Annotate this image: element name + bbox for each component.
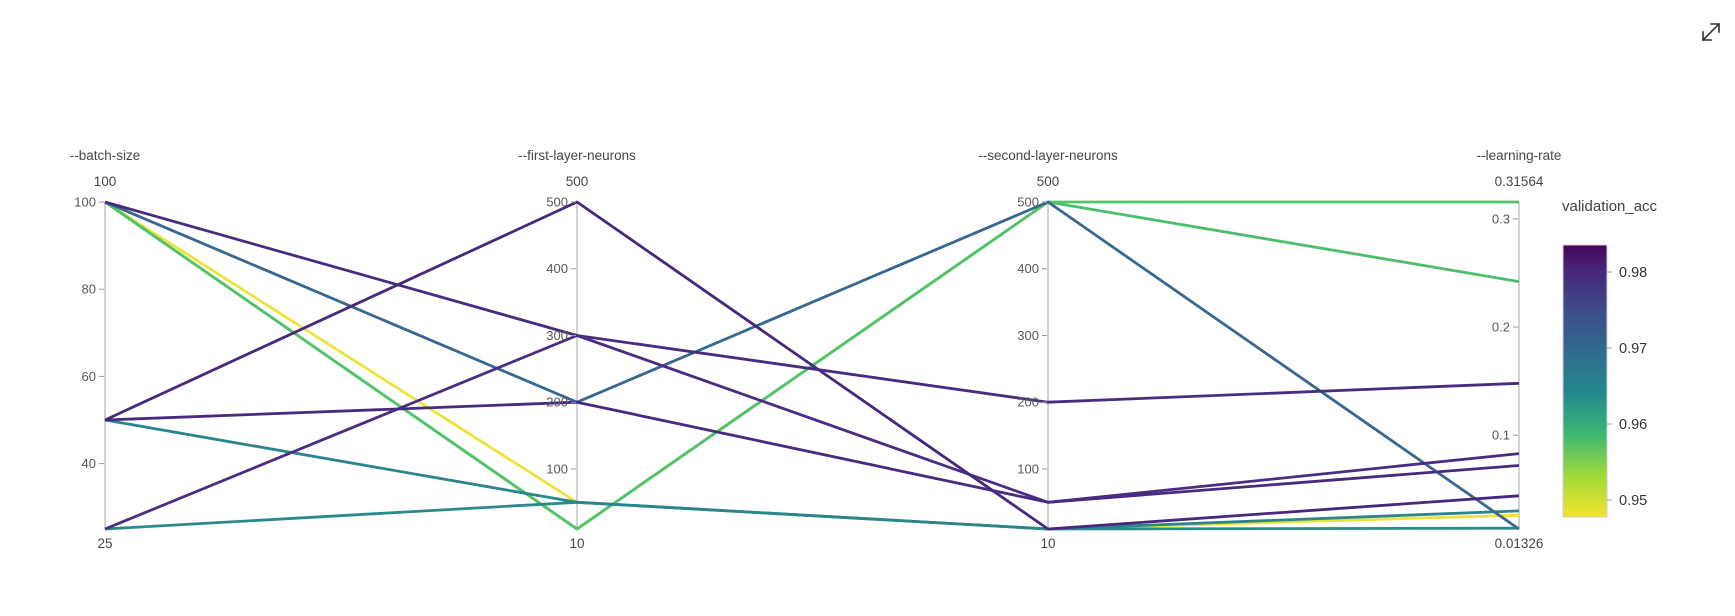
axis-tick-label: 500 xyxy=(546,195,568,210)
axis-tick-label: 0.1 xyxy=(1492,428,1510,443)
axis-range-min-label: 10 xyxy=(569,536,584,551)
parcoords-line[interactable] xyxy=(104,200,1520,531)
axis-tick-label: 300 xyxy=(1017,328,1039,343)
axis-tick-label: 400 xyxy=(1017,261,1039,276)
axis-tick-label: 100 xyxy=(74,195,96,210)
axis-title: --second-layer-neurons xyxy=(978,148,1118,163)
axis-tick-label: 80 xyxy=(82,282,96,297)
axis-range-max-label: 0.31564 xyxy=(1495,174,1544,189)
axis-tick-label: 0.2 xyxy=(1492,320,1510,335)
colorbar-tick-label: 0.97 xyxy=(1619,341,1647,357)
colorbar: validation_acc 0.98 0.97 0.96 0.95 xyxy=(1562,198,1658,518)
axis-tick-label: 200 xyxy=(1017,395,1039,410)
axis-tick-label: 500 xyxy=(1017,195,1039,210)
axis-range-min-label: 25 xyxy=(97,536,112,551)
axis-labels-learning-rate: --learning-rate 0.31564 0.01326 0.1 0.2 0.3 xyxy=(1477,148,1562,551)
colorbar-gradient xyxy=(1562,244,1608,518)
axis-tick-label: 100 xyxy=(546,461,568,476)
axis-title: --learning-rate xyxy=(1477,148,1562,163)
axis-range-max-label: 500 xyxy=(1037,174,1060,189)
axis-tick-label: 40 xyxy=(82,456,96,471)
axis-tick-label: 60 xyxy=(82,369,96,384)
axis-range-max-label: 100 xyxy=(94,174,117,189)
colorbar-tick-label: 0.96 xyxy=(1619,417,1647,433)
parcoords-line[interactable] xyxy=(104,334,1520,531)
parcoords-line[interactable] xyxy=(104,400,1520,504)
axis-labels-second-layer-neurons: --second-layer-neurons 500 10 100 200 300 400 5… xyxy=(978,148,1118,551)
axis-title: --batch-size xyxy=(70,148,141,163)
colorbar-tick-label: 0.95 xyxy=(1619,493,1647,509)
parcoords-line[interactable] xyxy=(104,200,1520,531)
parcoords-line[interactable] xyxy=(104,418,1520,531)
axis-tick-label: 300 xyxy=(546,328,568,343)
axis-range-max-label: 500 xyxy=(566,174,589,189)
expand-icon xyxy=(1701,22,1721,41)
expand-button[interactable] xyxy=(1696,18,1726,48)
axis-tick-label: 200 xyxy=(546,395,568,410)
axis-range-min-label: 0.01326 xyxy=(1495,536,1544,551)
axis-labels-batch-size: --batch-size 100 25 40 60 80 100 xyxy=(70,148,141,551)
axis-tick-label: 100 xyxy=(1017,461,1039,476)
axis-range-min-label: 10 xyxy=(1040,536,1055,551)
colorbar-title: validation_acc xyxy=(1562,198,1658,215)
parcoords-lines xyxy=(104,200,1520,531)
colorbar-tick-label: 0.98 xyxy=(1619,265,1647,281)
axis-title: --first-layer-neurons xyxy=(518,148,636,163)
parcoords-line[interactable] xyxy=(104,200,1520,404)
axis-labels-first-layer-neurons: --first-layer-neurons 500 10 100 200 300 400 50… xyxy=(518,148,636,551)
axis-tick-label: 0.3 xyxy=(1492,211,1510,226)
axis-tick-label: 400 xyxy=(546,261,568,276)
